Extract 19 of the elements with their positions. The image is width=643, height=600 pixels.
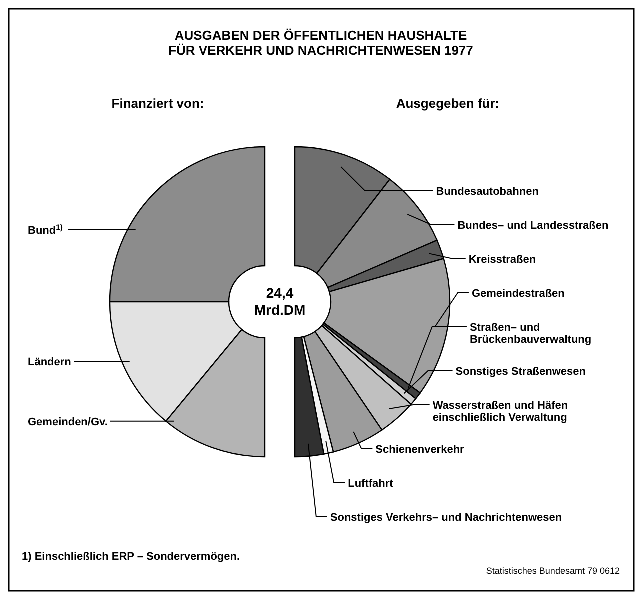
slice-label: Kreisstraßen bbox=[468, 254, 536, 266]
slice-label: Ländern bbox=[28, 356, 72, 368]
slice-label: Bund$^{1)}$ bbox=[28, 222, 64, 237]
chart-subtitle: Finanziert von: bbox=[112, 96, 204, 111]
slice-label: Luftfahrt bbox=[348, 478, 394, 490]
slice-label: Bundes– und Landesstraßen bbox=[458, 220, 609, 232]
text: AUSGABEN DER ÖFFENTLICHEN HAUSHALTE FÜR VERKEHR UND NACHRICHTENWESEN 1977 bbox=[168, 28, 474, 58]
text: 1) Einschließlich ERP – Sondervermögen. bbox=[22, 551, 240, 563]
text: 24,4 Mrd.DM bbox=[254, 285, 306, 318]
slice-label: Schienenverkehr bbox=[376, 444, 466, 456]
slice-label: Bundesautobahnen bbox=[436, 186, 540, 198]
slice-label: Wasserstraßen und Häfen einschließlich Verwaltung bbox=[432, 400, 568, 424]
slice-label: Gemeinden/Gv. bbox=[28, 416, 108, 428]
slice-label: Sonstiges Straßenwesen bbox=[456, 366, 586, 378]
slice-label: Straßen– und Brückenbauverwaltung bbox=[470, 322, 592, 346]
slice-label: Sonstiges Verkehrs– und Nachrichtenwesen bbox=[330, 512, 562, 524]
chart-subtitle: Ausgegeben für: bbox=[396, 96, 500, 111]
slice-label: Gemeindestraßen bbox=[472, 288, 566, 300]
text: Statistisches Bundesamt 79 0612 bbox=[486, 566, 620, 576]
